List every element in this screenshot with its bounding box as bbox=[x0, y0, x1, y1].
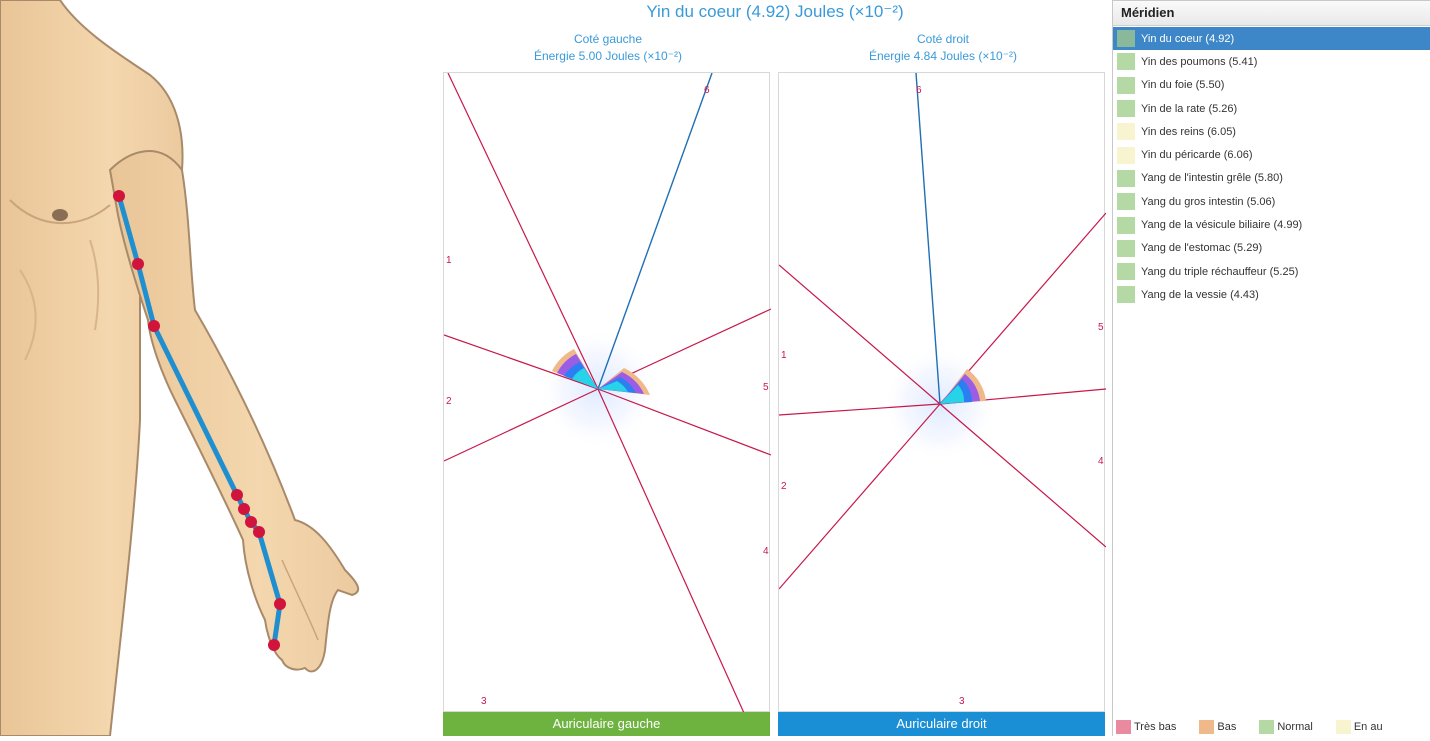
legend-label: Normal bbox=[1277, 721, 1313, 733]
meridian-label: Yang de l'intestin grêle (5.80) bbox=[1141, 172, 1283, 185]
legend-item: Normal bbox=[1259, 720, 1313, 734]
legend-swatch bbox=[1259, 720, 1275, 734]
acupoint bbox=[268, 639, 280, 651]
meridian-label: Yin du coeur (4.92) bbox=[1141, 32, 1235, 45]
acupoint bbox=[253, 526, 265, 538]
meridian-swatch bbox=[1117, 263, 1135, 281]
ray-label-5: 5 bbox=[763, 382, 769, 393]
ray-label-3: 3 bbox=[481, 696, 487, 707]
legend-swatch bbox=[1335, 720, 1351, 734]
meridian-swatch bbox=[1117, 100, 1135, 118]
meridian-swatch bbox=[1117, 239, 1135, 257]
meridian-swatch bbox=[1117, 193, 1135, 211]
meridian-item[interactable]: Yang de l'estomac (5.29) bbox=[1113, 237, 1430, 260]
meridian-item[interactable]: Yin du foie (5.50) bbox=[1113, 74, 1430, 97]
left-energy-label: Énergie 5.00 Joules (×10⁻²) bbox=[533, 49, 683, 63]
meridian-label: Yin du foie (5.50) bbox=[1141, 79, 1225, 92]
meridian-swatch bbox=[1117, 30, 1135, 48]
ray-label-4: 4 bbox=[763, 546, 769, 557]
ray-label-1: 1 bbox=[781, 350, 787, 361]
energy-wedge-1 bbox=[940, 369, 986, 404]
meridian-item[interactable]: Yang du gros intestin (5.06) bbox=[1113, 190, 1430, 213]
meridian-swatch bbox=[1117, 53, 1135, 71]
legend-swatch bbox=[1116, 720, 1131, 734]
legend-label: En au bbox=[1353, 721, 1383, 733]
legend-label: Très bas bbox=[1134, 721, 1177, 733]
meridian-header: Méridien bbox=[1113, 1, 1430, 26]
meridian-swatch bbox=[1117, 286, 1135, 304]
acupoint bbox=[274, 598, 286, 610]
body-illustration bbox=[0, 0, 440, 737]
meridian-item[interactable]: Yang de l'intestin grêle (5.80) bbox=[1113, 167, 1430, 190]
meridian-label: Yin des reins (6.05) bbox=[1141, 125, 1236, 138]
legend-item: En au bbox=[1335, 720, 1383, 734]
meridian-label: Yang du triple réchauffeur (5.25) bbox=[1141, 265, 1299, 278]
right-energy-label: Énergie 4.84 Joules (×10⁻²) bbox=[868, 49, 1018, 63]
left-side-label: Coté gauche bbox=[573, 32, 643, 46]
meridian-item[interactable]: Yin de la rate (5.26) bbox=[1113, 97, 1430, 120]
meridian-label: Yang de la vessie (4.43) bbox=[1141, 288, 1259, 301]
meridian-label: Yin de la rate (5.26) bbox=[1141, 102, 1238, 115]
legend-swatch bbox=[1199, 720, 1215, 734]
meridian-swatch bbox=[1117, 169, 1135, 187]
legend: Très bas Bas Normal En au bbox=[1112, 718, 1430, 736]
meridian-item[interactable]: Yin des reins (6.05) bbox=[1113, 120, 1430, 143]
selected-ray-line bbox=[597, 73, 713, 390]
meridian-label: Yang de la vésicule biliaire (4.99) bbox=[1141, 219, 1303, 232]
left-finger-button[interactable]: Auriculaire gauche bbox=[443, 712, 770, 736]
energy-wedge-1 bbox=[552, 349, 598, 389]
right-energy-plot: 1 2 3 4 5 6 bbox=[778, 72, 1106, 712]
ray-label-6: 6 bbox=[704, 85, 710, 96]
meridian-panel: Méridien Yin du coeur (4.92) Yin des pou… bbox=[1112, 0, 1430, 718]
right-side-header: Coté droit Énergie 4.84 Joules (×10⁻²) bbox=[778, 31, 1108, 65]
ray-label-3: 3 bbox=[959, 696, 965, 707]
legend-item: Bas bbox=[1199, 720, 1236, 734]
acupoint bbox=[132, 258, 144, 270]
right-finger-button[interactable]: Auriculaire droit bbox=[778, 712, 1105, 736]
ray-label-2: 2 bbox=[781, 481, 787, 492]
meridian-item[interactable]: Yin du coeur (4.92) bbox=[1113, 27, 1430, 51]
ray-label-5: 5 bbox=[1098, 322, 1104, 333]
arm bbox=[108, 150, 360, 673]
legend-item: Très bas bbox=[1116, 720, 1176, 734]
acupoint bbox=[245, 516, 257, 528]
meridian-swatch bbox=[1117, 123, 1135, 141]
meridian-item[interactable]: Yin du péricarde (6.06) bbox=[1113, 143, 1430, 166]
meridian-swatch bbox=[1117, 146, 1135, 164]
meridian-list: Yin du coeur (4.92) Yin des poumons (5.4… bbox=[1113, 27, 1430, 307]
left-side-header: Coté gauche Énergie 5.00 Joules (×10⁻²) bbox=[443, 31, 773, 65]
meridian-item[interactable]: Yang du triple réchauffeur (5.25) bbox=[1113, 260, 1430, 283]
ray-lines bbox=[444, 73, 771, 713]
meridian-item[interactable]: Yang de la vessie (4.43) bbox=[1113, 283, 1430, 306]
acupoint bbox=[148, 320, 160, 332]
left-energy-plot: 1 2 3 4 5 6 bbox=[443, 72, 771, 713]
meridian-label: Yin du péricarde (6.06) bbox=[1141, 149, 1253, 162]
energy-wedge-2 bbox=[598, 368, 650, 395]
meridian-item[interactable]: Yin des poumons (5.41) bbox=[1113, 50, 1430, 73]
acupoints bbox=[113, 190, 286, 651]
acupoint bbox=[231, 489, 243, 501]
selected-ray-line bbox=[915, 73, 941, 405]
meridian-label: Yang du gros intestin (5.06) bbox=[1141, 195, 1276, 208]
meridian-label: Yin des poumons (5.41) bbox=[1141, 55, 1258, 68]
ray-label-4: 4 bbox=[1098, 456, 1104, 467]
chest-contour bbox=[9, 199, 111, 225]
meridian-swatch bbox=[1117, 216, 1135, 234]
acupoint bbox=[113, 190, 125, 202]
ray-label-1: 1 bbox=[446, 255, 452, 266]
ray-label-2: 2 bbox=[446, 396, 452, 407]
acupoint bbox=[238, 503, 250, 515]
right-side-label: Coté droit bbox=[916, 32, 970, 46]
nipple bbox=[52, 209, 68, 221]
ray-label-6: 6 bbox=[916, 85, 922, 96]
meridian-label: Yang de l'estomac (5.29) bbox=[1141, 242, 1263, 255]
meridian-swatch bbox=[1117, 76, 1135, 94]
legend-label: Bas bbox=[1217, 721, 1237, 733]
torso bbox=[0, 0, 184, 737]
meridian-item[interactable]: Yang de la vésicule biliaire (4.99) bbox=[1113, 213, 1430, 236]
page-title: Yin du coeur (4.92) Joules (×10⁻²) bbox=[646, 2, 904, 21]
